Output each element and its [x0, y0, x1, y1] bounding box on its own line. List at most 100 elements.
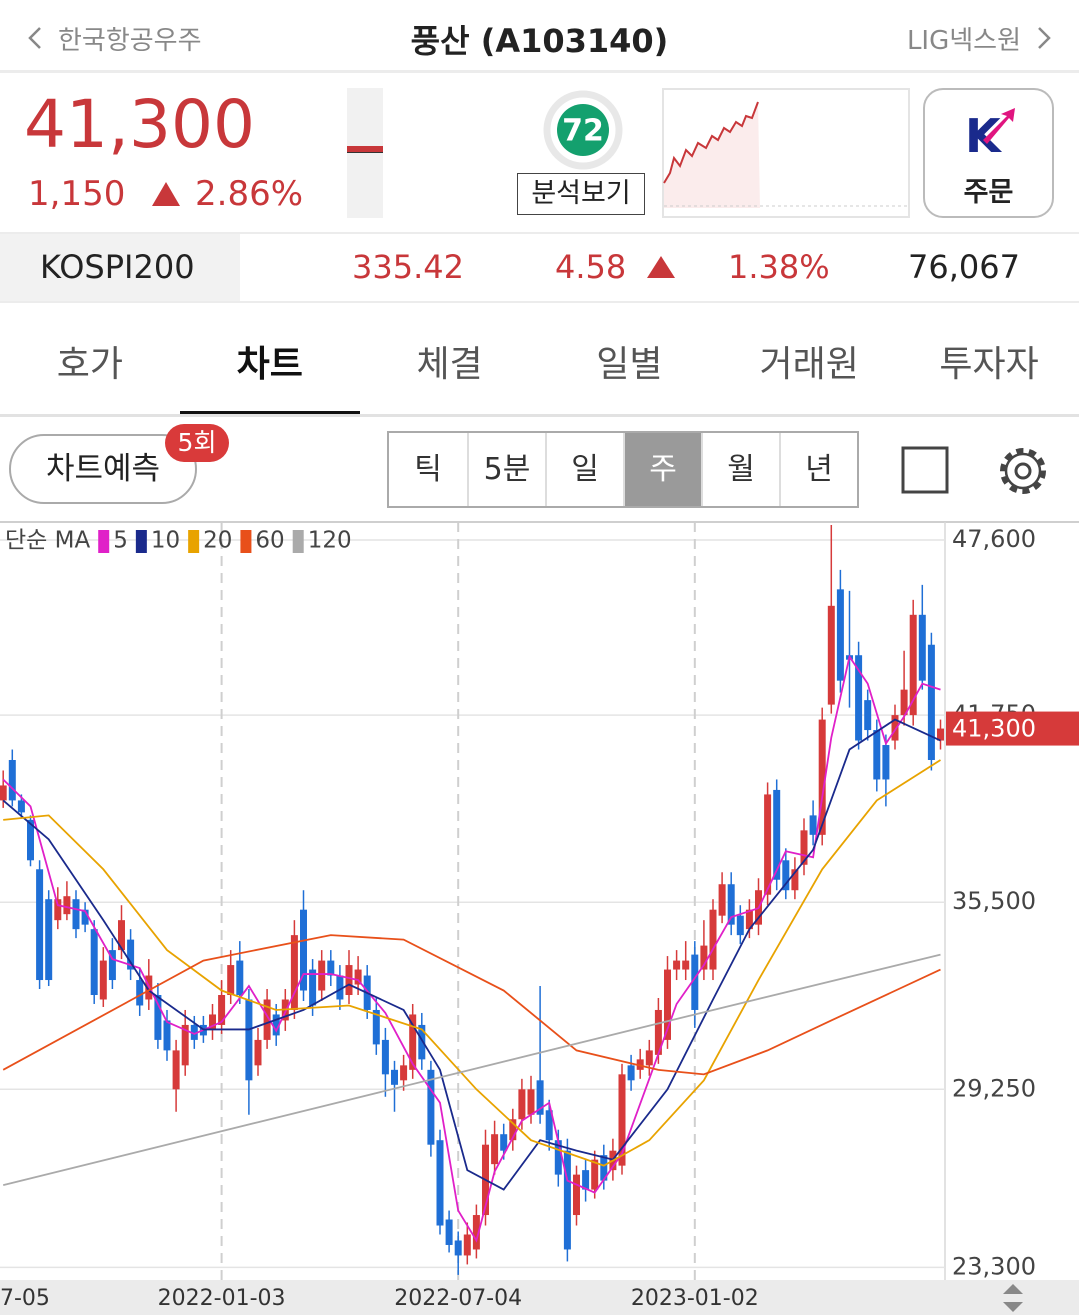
candle-body [154, 995, 162, 1040]
ma-line [2, 934, 941, 1076]
candle-body [773, 789, 781, 880]
fullscreen-icon[interactable] [900, 445, 950, 495]
tab[interactable]: 투자자 [939, 344, 1039, 385]
analysis-button[interactable]: 분석보기 [517, 173, 645, 215]
candle-body [727, 884, 735, 925]
period-option[interactable]: 주 [623, 433, 701, 506]
ma-line [2, 718, 941, 1191]
candle-body [27, 819, 34, 861]
period-option[interactable]: 월 [701, 433, 779, 506]
back-label[interactable]: 한국항공우주 [58, 26, 202, 56]
legend-label: 120 [308, 528, 352, 554]
candle-body [81, 909, 89, 925]
candle-body [855, 655, 863, 741]
period-option[interactable]: 일 [545, 433, 623, 506]
svg-text:K: K [965, 109, 1003, 158]
candle-body [573, 1174, 580, 1216]
legend-label: 20 [203, 528, 232, 554]
stock-title: 풍산 (A103140) [410, 22, 669, 60]
y-tick-label: 47,600 [952, 525, 1036, 553]
candle-body [172, 1050, 180, 1090]
scroll-icon[interactable] [1003, 1284, 1023, 1312]
candle-body [800, 830, 808, 865]
candle-body [99, 960, 107, 1000]
candle-body [108, 950, 116, 981]
candle-body [654, 1009, 662, 1055]
candle-body [463, 1234, 471, 1256]
tab[interactable]: 차트 [236, 344, 303, 385]
axes: 23,30029,25035,50041,75047,6007-052022-0… [0, 525, 1079, 1311]
index-value: 335.42 [352, 248, 464, 286]
back-icon[interactable] [26, 24, 46, 52]
order-button[interactable]: K 주문 [923, 88, 1054, 218]
candle-body [927, 644, 935, 760]
change-rate: 2.86% [195, 174, 304, 214]
candle-body [118, 920, 125, 951]
next-label[interactable]: LIG넥스원 [906, 26, 1021, 56]
price-tag [946, 711, 1079, 746]
period-selector: 틱 5분 일 주 월 년 [387, 431, 859, 508]
legend-swatch [240, 530, 252, 553]
candle-body [500, 1134, 508, 1151]
y-tick-label: 23,300 [952, 1252, 1036, 1280]
candle-body [554, 1140, 562, 1175]
candle-body [127, 939, 135, 970]
candle-body [627, 1065, 635, 1081]
period-option[interactable]: 5분 [467, 433, 545, 506]
candle-body [218, 995, 226, 1025]
tab-underline [179, 411, 360, 415]
plot-area [0, 524, 944, 1275]
candle-body [645, 1050, 653, 1066]
candle-body [545, 1110, 553, 1141]
candle-body [391, 1069, 398, 1085]
period-option[interactable]: 틱 [389, 433, 467, 506]
tab[interactable]: 체결 [416, 344, 483, 385]
up-triangle [152, 182, 180, 206]
legend-swatch [188, 530, 200, 553]
divider [0, 301, 1079, 303]
next-icon[interactable] [1034, 24, 1054, 52]
candle-body [818, 719, 826, 835]
candle-body [309, 969, 317, 1006]
ma-line [2, 953, 941, 1186]
candle-body [227, 965, 235, 996]
tab[interactable]: 거래원 [759, 344, 859, 385]
candle-body [600, 1155, 608, 1181]
candle-body [136, 980, 144, 1006]
candle-body [764, 794, 772, 895]
predict-button[interactable]: 차트예측 [9, 434, 197, 504]
price: 41,300 [24, 86, 255, 163]
candle-body [45, 899, 53, 981]
tab-bar: 호가 차트 체결 일별 거래원 투자자 [0, 303, 1079, 417]
legend-swatch [292, 530, 304, 553]
candle-body [381, 1039, 389, 1075]
candle-body [36, 869, 44, 981]
candle-body [372, 1009, 380, 1045]
candle-body [400, 1065, 408, 1081]
legend-label: 60 [255, 528, 284, 554]
candle-body [409, 1014, 417, 1070]
settings-icon[interactable] [995, 443, 1051, 499]
period-option[interactable]: 년 [779, 433, 857, 506]
candle-body [709, 909, 717, 970]
candle-body [536, 1080, 544, 1115]
candle-body [736, 915, 744, 936]
price-tag-label: 41,300 [952, 715, 1036, 743]
score-badge[interactable]: 72 [540, 87, 626, 173]
candle-body [900, 689, 908, 716]
candle-body [791, 869, 799, 891]
candle-body [8, 759, 16, 801]
candle-body [691, 954, 699, 1010]
candle-body [345, 965, 353, 996]
tab[interactable]: 호가 [56, 344, 124, 385]
price-gauge [347, 88, 383, 218]
candle-body [190, 1024, 198, 1040]
candle-body [245, 999, 253, 1081]
tab[interactable]: 일별 [596, 344, 663, 385]
candle-body [336, 975, 344, 1000]
candle-body [673, 960, 681, 970]
candle-body [236, 960, 244, 996]
candle-body [263, 999, 271, 1040]
score: 72 [562, 114, 604, 149]
